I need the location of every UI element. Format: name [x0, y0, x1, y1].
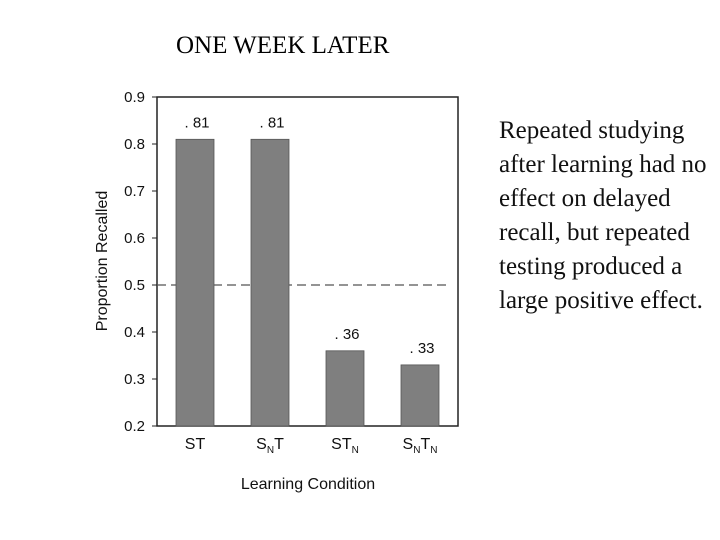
- bar: [400, 364, 440, 427]
- data-label: . 81: [184, 114, 209, 131]
- plot-frame: [156, 96, 459, 427]
- x-tick-label: STN: [331, 436, 359, 456]
- bar: [175, 138, 215, 427]
- chart-title: ONE WEEK LATER: [176, 32, 390, 59]
- y-axis: 0.2 0.3 0.4 0.5 0.6 0.7 0.8 0.9: [124, 89, 157, 435]
- x-axis: ST SNT STN SNTN: [185, 436, 438, 456]
- side-caption: Repeated studying after learning had no …: [499, 117, 707, 314]
- bar: [250, 138, 290, 427]
- y-tick-label: 0.2: [124, 418, 145, 435]
- x-axis-label: Learning Condition: [241, 476, 375, 493]
- y-tick-label: 0.7: [124, 183, 145, 200]
- x-tick-label: SNTN: [403, 436, 438, 456]
- x-tick-label: ST: [185, 436, 206, 453]
- data-label: . 36: [334, 326, 359, 343]
- y-tick-label: 0.8: [124, 136, 145, 153]
- data-label: . 33: [409, 340, 434, 357]
- x-tick-label: SNT: [256, 436, 284, 456]
- y-tick-label: 0.5: [124, 277, 145, 294]
- data-label: . 81: [259, 114, 284, 131]
- y-tick-label: 0.9: [124, 89, 145, 106]
- bars-group: . 81 . 81 . 36 . 33: [175, 114, 440, 427]
- y-tick-label: 0.3: [124, 371, 145, 388]
- y-tick-label: 0.6: [124, 230, 145, 247]
- bar: [325, 350, 365, 427]
- y-tick-label: 0.4: [124, 324, 145, 341]
- y-axis-label: Proportion Recalled: [94, 191, 111, 332]
